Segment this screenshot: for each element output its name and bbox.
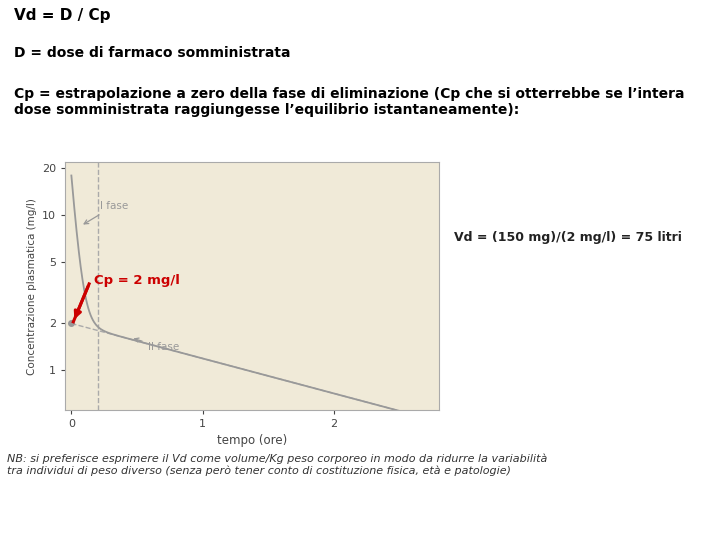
Text: I fase: I fase: [84, 201, 128, 224]
Text: Cp = estrapolazione a zero della fase di eliminazione (Cp che si otterrebbe se l: Cp = estrapolazione a zero della fase di…: [14, 87, 685, 117]
Text: NB: si preferisce esprimere il Vd come volume/Kg peso corporeo in modo da ridurr: NB: si preferisce esprimere il Vd come v…: [7, 454, 548, 476]
Text: Vd = (150 mg)/(2 mg/l) = 75 litri: Vd = (150 mg)/(2 mg/l) = 75 litri: [454, 231, 681, 244]
Text: II fase: II fase: [135, 338, 179, 353]
X-axis label: tempo (ore): tempo (ore): [217, 434, 287, 447]
Text: Vd = D / Cp: Vd = D / Cp: [14, 8, 111, 23]
Text: D = dose di farmaco somministrata: D = dose di farmaco somministrata: [14, 46, 291, 60]
Text: Cp = 2 mg/l: Cp = 2 mg/l: [94, 274, 179, 287]
Y-axis label: Concentrazione plasmatica (mg/l): Concentrazione plasmatica (mg/l): [27, 198, 37, 375]
